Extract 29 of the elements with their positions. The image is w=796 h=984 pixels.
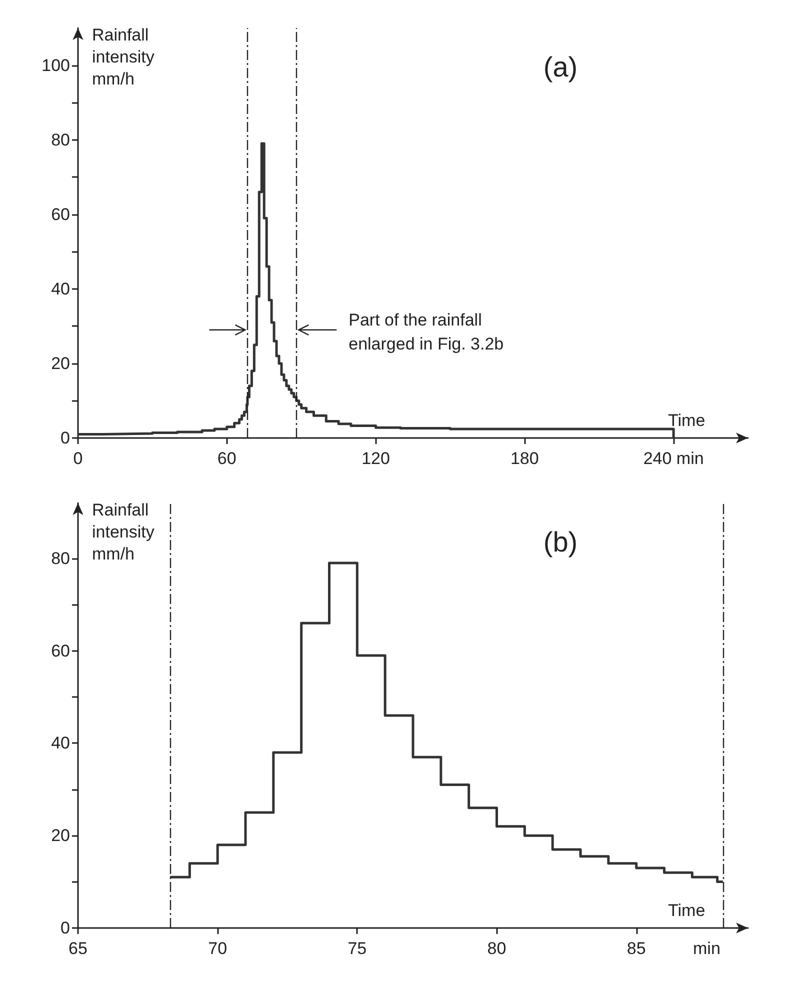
y-tick-label: 0 [60,918,70,938]
x-tick-label: 75 [348,939,367,958]
y-tick-label: 100 [42,56,70,75]
x-axis-title: Time [668,411,706,430]
text: min [693,939,720,958]
y-tick-label: 80 [51,548,70,568]
x-tick-label: 85 [626,939,646,958]
x-tick-label: 70 [208,939,228,958]
y-tick-label: 40 [51,734,70,753]
y-tick-label: 60 [51,204,70,224]
y-tick-label: 20 [51,354,70,373]
x-tick-label: 240 min [643,449,704,468]
x-tick-label: 60 [217,449,236,468]
y-tick-label: 60 [51,641,70,660]
y-axis-title: Rainfall intensity mm/h [92,26,155,88]
x-tick-label: 0 [73,449,83,468]
y-tick-label: 20 [51,826,70,846]
y-tick-label: 0 [60,428,70,448]
x-tick-label: 120 [362,449,390,468]
x-tick-label: 65 [68,939,88,958]
text: (b) [543,526,578,558]
annotation: Part of the rainfall enlarged in Fig. 3.2b [348,310,504,354]
y-tick-label: 80 [51,130,70,150]
y-axis-title: Rainfall intensity mm/h [92,500,155,564]
y-tick-label: 40 [51,279,70,298]
text: (a) [543,52,578,82]
x-tick-label: 80 [487,939,506,958]
x-axis-title: Time [668,901,706,920]
x-tick-label: 180 [510,449,539,468]
